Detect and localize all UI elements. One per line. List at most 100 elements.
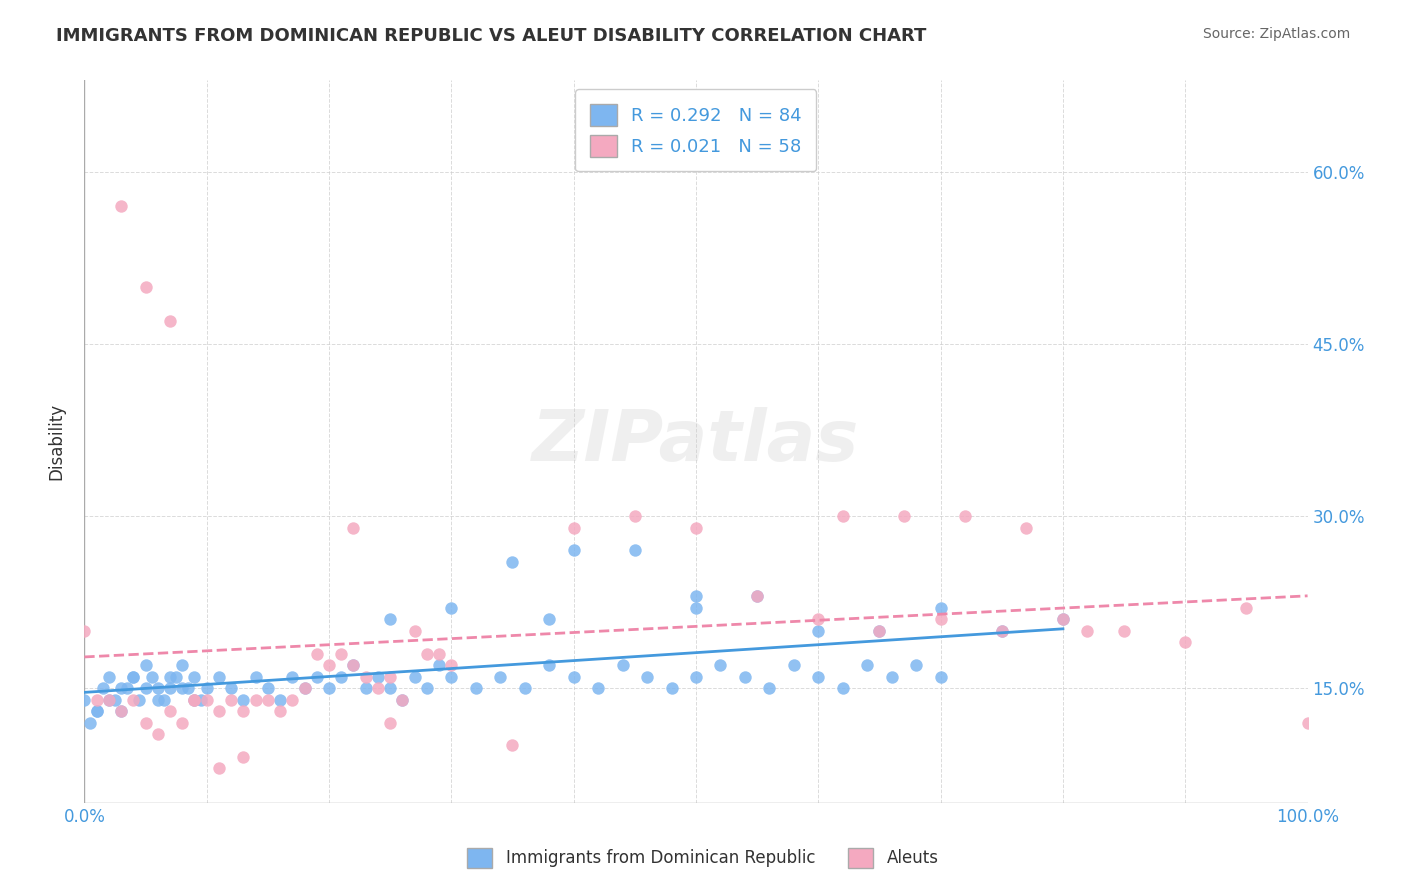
Point — [159, 681, 181, 695]
Point — [269, 704, 291, 718]
Point — [232, 750, 254, 764]
Point — [232, 692, 254, 706]
Point — [281, 670, 304, 684]
Point — [685, 590, 707, 604]
Point — [747, 590, 769, 604]
Point — [86, 692, 108, 706]
Point — [97, 692, 120, 706]
Point — [391, 692, 413, 706]
Point — [115, 681, 138, 695]
Point — [159, 314, 181, 328]
Point — [367, 670, 389, 684]
Point — [110, 199, 132, 213]
Point — [380, 681, 402, 695]
Point — [869, 624, 891, 638]
Point — [269, 692, 291, 706]
Point — [135, 715, 157, 730]
Point — [586, 681, 609, 695]
Point — [73, 692, 96, 706]
Point — [330, 670, 353, 684]
Point — [1296, 715, 1319, 730]
Point — [172, 715, 194, 730]
Point — [831, 509, 853, 524]
Point — [404, 670, 426, 684]
Point — [513, 681, 536, 695]
Text: Source: ZipAtlas.com: Source: ZipAtlas.com — [1202, 27, 1350, 41]
Point — [1052, 612, 1074, 626]
Point — [624, 509, 647, 524]
Point — [86, 704, 108, 718]
Point — [110, 704, 132, 718]
Point — [685, 520, 707, 534]
Point — [153, 692, 176, 706]
Point — [294, 681, 316, 695]
Point — [232, 704, 254, 718]
Point — [135, 279, 157, 293]
Point — [380, 670, 402, 684]
Point — [404, 624, 426, 638]
Point — [416, 681, 439, 695]
Point — [991, 624, 1014, 638]
Point — [257, 692, 280, 706]
Point — [146, 692, 169, 706]
Point — [709, 658, 731, 673]
Point — [427, 647, 450, 661]
Point — [257, 681, 280, 695]
Point — [141, 670, 163, 684]
Point — [195, 681, 218, 695]
Point — [953, 509, 976, 524]
Point — [929, 600, 952, 615]
Point — [146, 681, 169, 695]
Point — [391, 692, 413, 706]
Point — [747, 590, 769, 604]
Point — [195, 692, 218, 706]
Point — [869, 624, 891, 638]
Point — [159, 670, 181, 684]
Point — [636, 670, 658, 684]
Point — [219, 681, 242, 695]
Point — [991, 624, 1014, 638]
Point — [893, 509, 915, 524]
Point — [562, 543, 585, 558]
Point — [807, 624, 830, 638]
Point — [135, 681, 157, 695]
Point — [281, 692, 304, 706]
Point — [330, 647, 353, 661]
Point — [783, 658, 806, 673]
Point — [1236, 600, 1258, 615]
Point — [122, 670, 145, 684]
Point — [538, 612, 561, 626]
Point — [758, 681, 780, 695]
Point — [502, 555, 524, 569]
Point — [183, 692, 205, 706]
Point — [1114, 624, 1136, 638]
Point — [86, 704, 108, 718]
Point — [146, 727, 169, 741]
Point — [245, 670, 267, 684]
Point — [342, 658, 364, 673]
Point — [91, 681, 114, 695]
Point — [367, 681, 389, 695]
Point — [110, 681, 132, 695]
Point — [1052, 612, 1074, 626]
Point — [502, 739, 524, 753]
Point — [135, 658, 157, 673]
Point — [562, 520, 585, 534]
Text: IMMIGRANTS FROM DOMINICAN REPUBLIC VS ALEUT DISABILITY CORRELATION CHART: IMMIGRANTS FROM DOMINICAN REPUBLIC VS AL… — [56, 27, 927, 45]
Point — [342, 658, 364, 673]
Point — [110, 704, 132, 718]
Point — [165, 670, 187, 684]
Point — [305, 647, 328, 661]
Point — [685, 670, 707, 684]
Point — [1174, 635, 1197, 649]
Point — [128, 692, 150, 706]
Y-axis label: Disability: Disability — [48, 403, 66, 480]
Point — [172, 658, 194, 673]
Point — [380, 715, 402, 730]
Point — [245, 692, 267, 706]
Point — [685, 600, 707, 615]
Point — [562, 670, 585, 684]
Point — [79, 715, 101, 730]
Point — [318, 658, 340, 673]
Point — [219, 692, 242, 706]
